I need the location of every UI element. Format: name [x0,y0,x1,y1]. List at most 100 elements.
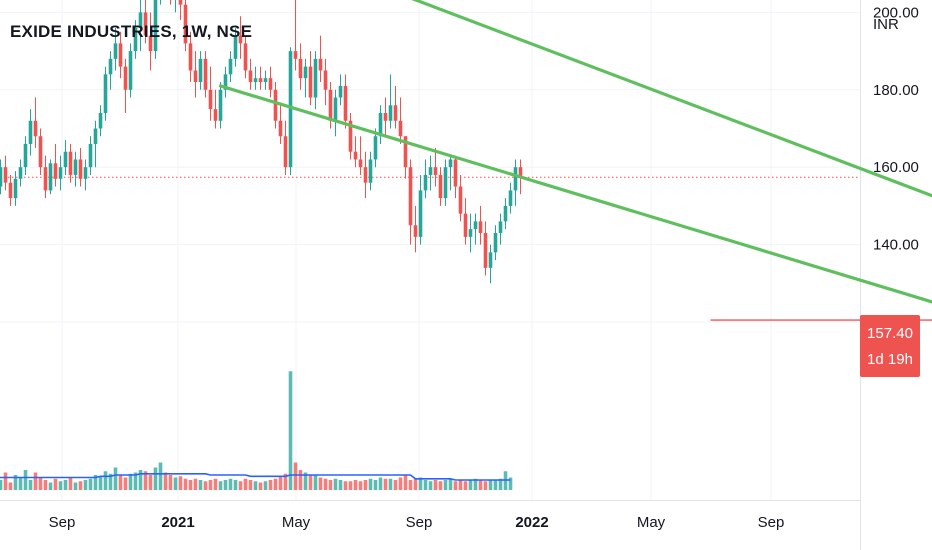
candle-body[interactable] [88,143,93,168]
candle-body[interactable] [0,167,3,187]
candle-body[interactable] [488,252,493,268]
candle-body[interactable] [418,190,423,237]
candle-body[interactable] [298,58,303,79]
candle-body[interactable] [148,35,153,52]
candle-body[interactable] [453,159,458,187]
candle-body[interactable] [348,120,353,152]
candle-body[interactable] [443,167,448,199]
candle-body[interactable] [53,163,58,179]
candle-body[interactable] [258,78,263,83]
candle-body[interactable] [183,4,188,44]
candle-body[interactable] [388,105,393,121]
candle-body[interactable] [468,229,473,237]
candle-body[interactable] [473,221,478,230]
candle-body[interactable] [343,85,348,121]
candle-body[interactable] [358,159,363,168]
candle-body[interactable] [403,136,408,168]
candle-body[interactable] [68,151,73,175]
candle-body[interactable] [498,221,503,233]
candle-body[interactable] [63,151,68,168]
candle-body[interactable] [28,120,33,144]
candle-body[interactable] [43,167,48,191]
candle-body[interactable] [438,174,443,199]
candle-body[interactable] [328,89,333,121]
candle-body[interactable] [193,70,198,83]
upper-trendline[interactable] [178,0,932,233]
candle-body[interactable] [398,120,403,137]
candle-body[interactable] [33,120,38,137]
candle-body[interactable] [508,190,513,206]
candle-body[interactable] [123,66,128,90]
candle-body[interactable] [308,66,313,98]
candle-body[interactable] [228,58,233,75]
lower-trendline[interactable] [218,84,932,318]
candle-body[interactable] [103,74,108,114]
candle-body[interactable] [178,0,183,5]
candle-body[interactable] [198,58,203,83]
candle-body[interactable] [248,70,253,83]
candle-body[interactable] [38,136,43,168]
candle-body[interactable] [273,89,278,121]
candle-body[interactable] [378,113,383,137]
candle-body[interactable] [48,163,53,191]
candle-body[interactable] [238,35,243,44]
candle-body[interactable] [73,159,78,175]
candle-body[interactable] [368,159,373,183]
candle-body[interactable] [283,136,288,168]
candle-body[interactable] [113,43,118,59]
candle-body[interactable] [18,167,23,179]
candle-body[interactable] [243,43,248,71]
candle-body[interactable] [448,159,453,168]
candle-body[interactable] [188,43,193,71]
candle-body[interactable] [23,143,28,168]
candle-body[interactable] [483,232,488,268]
candle-body[interactable] [83,167,88,179]
candle-body[interactable] [218,89,223,121]
candle-body[interactable] [413,225,418,237]
candle-body[interactable] [278,120,283,137]
candle-body[interactable] [78,159,83,179]
candle-body[interactable] [118,43,123,67]
candle-body[interactable] [503,205,508,222]
candle-body[interactable] [393,105,398,121]
candle-body[interactable] [253,78,258,83]
candle-body[interactable] [303,66,308,79]
candle-body[interactable] [293,51,298,59]
candle-body[interactable] [263,78,268,83]
candle-body[interactable] [128,51,133,90]
candle-body[interactable] [338,85,343,98]
candle-body[interactable] [318,58,323,71]
candle-body[interactable] [493,232,498,253]
candle-body[interactable] [313,58,318,98]
candle-body[interactable] [13,178,18,199]
candle-body[interactable] [363,167,368,183]
candle-body[interactable] [93,128,98,144]
candle-body[interactable] [58,167,63,179]
candle-body[interactable] [213,109,218,121]
candle-body[interactable] [208,89,213,110]
candle-body[interactable] [478,221,483,233]
candle-body[interactable] [383,113,388,121]
candle-body[interactable] [518,167,523,178]
candle-body[interactable] [463,213,468,237]
candle-body[interactable] [513,167,518,191]
candle-body[interactable] [268,78,273,90]
candle-body[interactable] [8,182,13,199]
candle-body[interactable] [203,58,208,90]
candle-body[interactable] [138,12,143,28]
candle-body[interactable] [108,58,113,75]
candle-body[interactable] [333,97,338,121]
candle-body[interactable] [323,70,328,90]
candle-body[interactable] [153,0,158,52]
candle-body[interactable] [233,35,238,59]
candle-body[interactable] [133,27,138,52]
candle-body[interactable] [458,186,463,214]
candle-body[interactable] [408,167,413,226]
candle-body[interactable] [288,51,293,168]
candle-body[interactable] [98,113,103,129]
candle-body[interactable] [223,74,228,90]
candle-body[interactable] [3,167,8,183]
candle-body[interactable] [353,151,358,160]
